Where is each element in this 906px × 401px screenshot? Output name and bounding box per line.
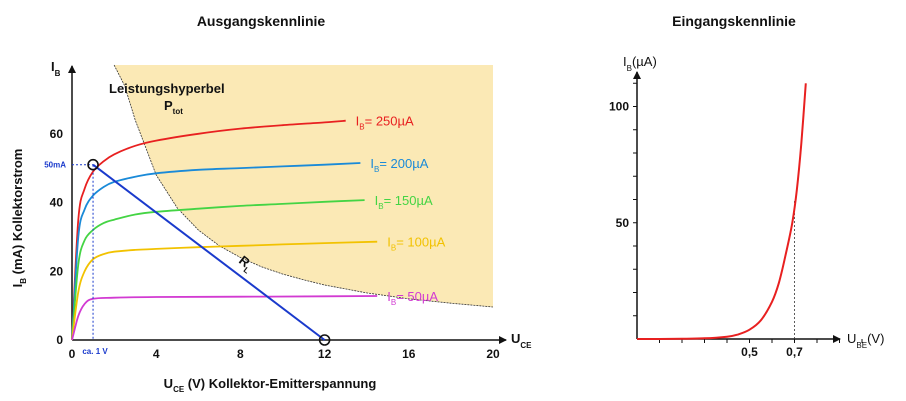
- output-series-label: IB= 150µA: [375, 193, 433, 211]
- output-x-tick-label: 20: [486, 347, 500, 361]
- output-y-axis-name: IB: [51, 59, 61, 78]
- output-x-tick-label: 8: [237, 347, 244, 361]
- operating-point-marker: [87, 158, 99, 171]
- output-series-label: IB= 100µA: [387, 235, 445, 253]
- output-series-line: [71, 199, 365, 341]
- output-y-tick-label: 20: [50, 264, 64, 278]
- output-series-label: IB= 200µA: [370, 156, 428, 174]
- output-y-tick-label: 0: [56, 333, 63, 347]
- output-series-line: [71, 119, 346, 341]
- load-line-endpoint-marker: [318, 334, 331, 346]
- output-chart-title: Ausgangskennlinie: [197, 13, 326, 29]
- input-series-line: [637, 83, 807, 340]
- input-x-axis-name: UBE(V): [847, 331, 884, 350]
- output-y-tick-label: 40: [50, 196, 64, 210]
- output-x-axis-name: UCE: [511, 331, 532, 350]
- input-y-tick-label: 50: [616, 216, 630, 230]
- load-line: [92, 163, 326, 341]
- output-series-label: IB= 250µA: [356, 114, 414, 132]
- input-series-group: [637, 83, 807, 340]
- output-x-tick-label: 0: [69, 347, 76, 361]
- input-ticks: 0,5 0,7 50 100: [609, 82, 863, 359]
- input-x-tick-label: 0,5: [741, 345, 758, 359]
- output-series-label: IB= 50µA: [387, 289, 438, 307]
- input-y-tick-label: 100: [609, 100, 629, 114]
- input-chart-title: Eingangskennlinie: [672, 13, 796, 29]
- operating-x-annotation: ca. 1 V: [82, 347, 108, 356]
- output-x-tick-label: 4: [153, 347, 160, 361]
- input-x-tick-label: 0,7: [786, 345, 803, 359]
- hyperbola-ptot-label: Ptot: [164, 98, 183, 116]
- output-y-tick-label: 60: [50, 127, 64, 141]
- power-hyperbola-region: [114, 65, 493, 307]
- input-y-axis-name: IB(µA): [623, 54, 657, 73]
- output-x-tick-label: 16: [402, 347, 416, 361]
- operating-y-annotation: 50mA: [44, 161, 66, 170]
- output-series-line: [71, 162, 361, 341]
- output-ticks: 0 4 8 12 16 20 0 20 40 60: [50, 127, 500, 361]
- output-series-line: [71, 295, 378, 341]
- hyperbola-label: Leistungshyperbel: [109, 81, 225, 96]
- output-y-axis-label: IB (mA) Kollektorstrom: [10, 149, 28, 288]
- power-hyperbola-line: [113, 64, 494, 308]
- output-series-group: IB= 250µA IB= 200µA IB= 150µA IB= 100µA IB= …: [71, 114, 446, 341]
- output-series-line: [71, 240, 378, 341]
- output-x-tick-label: 12: [318, 347, 332, 361]
- output-x-axis-label: UCE (V) Kollektor-Emitterspannung: [164, 376, 377, 394]
